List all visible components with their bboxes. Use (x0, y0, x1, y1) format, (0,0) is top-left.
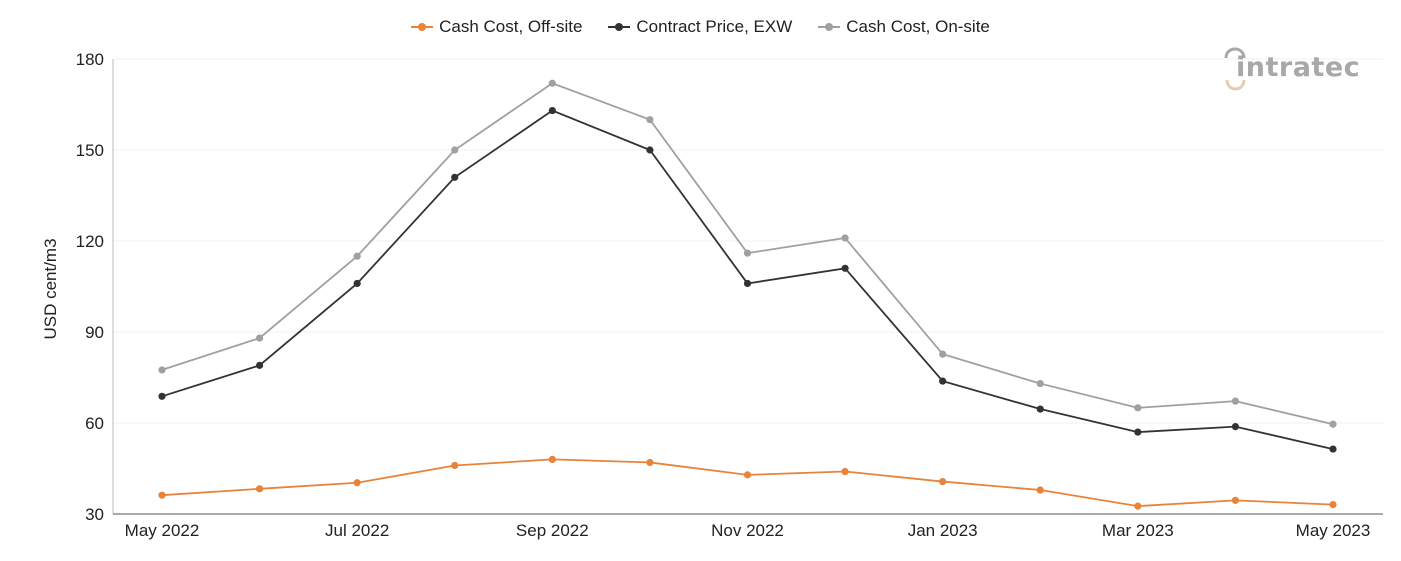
series-line (161, 458, 1334, 508)
data-point (158, 491, 166, 499)
chart-legend: Cash Cost, Off-site Contract Price, EXW Ca… (0, 17, 1401, 37)
data-point (451, 173, 459, 181)
legend-swatch-icon (818, 21, 841, 33)
data-point (158, 366, 166, 374)
x-tick-label: May 2023 (1296, 521, 1371, 540)
logo-text: intratec (1236, 52, 1361, 83)
data-point (1231, 423, 1240, 431)
x-tick-label: May 2022 (125, 521, 200, 540)
y-tick-label: 30 (85, 505, 104, 524)
data-point (451, 461, 459, 470)
y-tick-label: 90 (85, 323, 104, 342)
legend-swatch-icon (608, 21, 631, 33)
axes: 30 60 90 120 150 180 May 2022 Jul 2022 Sep 2022 N… (76, 50, 1383, 540)
data-point (939, 377, 947, 385)
data-point (1036, 405, 1044, 413)
data-point (353, 479, 361, 487)
y-tick-label: 180 (76, 50, 104, 69)
legend-label: Cash Cost, Off-site (439, 17, 583, 36)
y-tick-label: 60 (85, 414, 104, 433)
intratec-logo: intratec (1222, 44, 1372, 96)
data-point (353, 279, 361, 288)
series-1 (158, 106, 1337, 453)
data-point (646, 458, 654, 467)
x-tick-label: Jan 2023 (908, 521, 978, 540)
y-tick-label: 120 (76, 232, 104, 251)
legend-label: Contract Price, EXW (636, 17, 793, 36)
legend-item: Cash Cost, On-site (818, 17, 990, 37)
legend-item: Cash Cost, Off-site (411, 17, 582, 37)
data-point (1329, 500, 1337, 509)
y-tick-label: 150 (76, 141, 104, 160)
series-2 (158, 79, 1337, 428)
data-point (743, 249, 752, 257)
data-point (841, 467, 849, 476)
legend-label: Cash Cost, On-site (846, 17, 990, 36)
data-point (939, 477, 947, 486)
data-point (646, 146, 654, 154)
data-point (939, 350, 947, 358)
x-tick-label: Sep 2022 (516, 521, 589, 540)
data-point (1134, 404, 1142, 412)
legend-item: Contract Price, EXW (608, 17, 792, 37)
y-axis-label: USD cent/m3 (41, 238, 60, 339)
series-0 (158, 455, 1337, 510)
series-lines (158, 79, 1337, 510)
x-tick-label: Nov 2022 (711, 521, 784, 540)
data-point (451, 146, 459, 154)
data-point (1134, 502, 1142, 510)
gridlines (113, 58, 1383, 424)
data-point (1231, 496, 1240, 504)
data-point (1134, 428, 1142, 436)
x-tick-label: Jul 2022 (325, 521, 389, 540)
data-point (548, 455, 556, 463)
data-point (548, 106, 556, 115)
data-point (1036, 379, 1044, 388)
data-point (1329, 445, 1337, 453)
data-point (255, 485, 264, 493)
data-point (841, 264, 849, 272)
data-point (158, 392, 166, 400)
data-point (1036, 486, 1044, 494)
legend-swatch-icon (411, 21, 434, 33)
data-point (255, 334, 264, 342)
data-point (255, 361, 264, 369)
data-point (743, 279, 752, 288)
data-point (1329, 420, 1337, 428)
data-point (743, 471, 752, 479)
data-point (646, 116, 654, 124)
data-point (841, 234, 849, 242)
data-point (353, 252, 361, 260)
data-point (1231, 397, 1240, 405)
x-tick-label: Mar 2023 (1102, 521, 1174, 540)
logo-mark-icon (1224, 47, 1246, 91)
series-line (161, 109, 1334, 450)
data-point (548, 79, 556, 87)
